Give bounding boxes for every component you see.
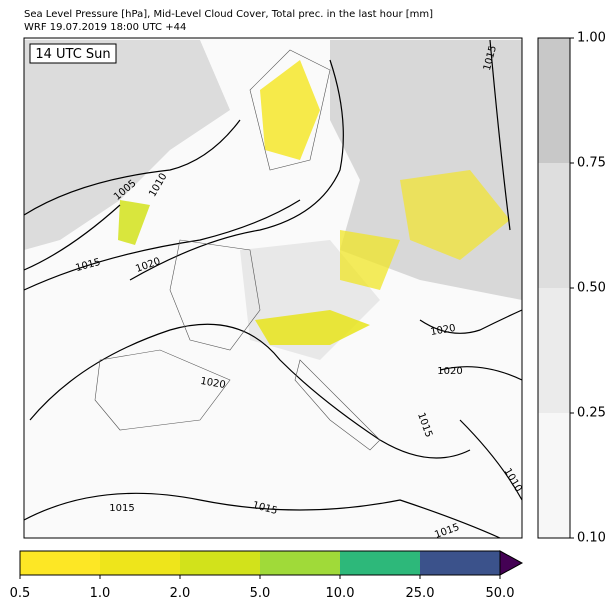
contour-label: 1020 xyxy=(437,366,462,377)
colorbar-segment xyxy=(420,551,500,575)
colorbar-segment xyxy=(538,288,570,413)
colorbar-tick-label: 5.0 xyxy=(250,586,271,601)
isobars xyxy=(23,39,523,539)
precip-area xyxy=(400,170,510,260)
title: Sea Level Pressure [hPa], Mid-Level Clou… xyxy=(24,9,433,20)
precip-area xyxy=(340,230,400,290)
time-label-box xyxy=(29,43,117,64)
colorbar-segment xyxy=(260,551,340,575)
coastlines xyxy=(94,49,381,451)
colorbar-tick-label: 2.0 xyxy=(170,586,191,601)
colorbar-segment xyxy=(538,413,570,538)
contour-label: 1020 xyxy=(430,323,457,338)
colorbar-tick-label: 0.50 xyxy=(577,281,606,296)
precip-colorbar: 0.5 1.0 2.0 5.0 10.0 25.0 50.0 xyxy=(10,550,524,601)
colorbar-segment xyxy=(538,163,570,288)
map-frame xyxy=(23,37,523,539)
cloud-area xyxy=(24,40,230,250)
cloud-colorbar: 0.10 0.25 0.50 0.75 1.00 xyxy=(537,31,606,546)
colorbar-tick-label: 50.0 xyxy=(486,586,515,601)
contour-label: 1015 xyxy=(109,503,134,514)
colorbar-segment xyxy=(340,551,420,575)
contour-label: 1020 xyxy=(199,376,226,391)
colorbar-tick-label: 10.0 xyxy=(326,586,355,601)
colorbar-tick-label: 0.25 xyxy=(577,406,606,421)
colorbar-segment xyxy=(180,551,260,575)
colorbar-segment xyxy=(538,38,570,163)
precip-area xyxy=(118,200,150,245)
time-label: 14 UTC Sun xyxy=(35,47,110,62)
colorbar-tick-label: 1.00 xyxy=(577,31,606,46)
colorbar-segment xyxy=(20,551,100,575)
colorbar-extend xyxy=(499,550,524,576)
colorbar-tick-label: 25.0 xyxy=(406,586,435,601)
colorbar-segment xyxy=(100,551,180,575)
colorbar-tick-label: 0.5 xyxy=(10,586,31,601)
precip-area xyxy=(260,60,320,160)
colorbar-tick-label: 0.75 xyxy=(577,156,606,171)
colorbar-tick-label: 1.0 xyxy=(90,586,111,601)
colorbar-tick-label: 0.10 xyxy=(577,531,606,546)
subtitle: WRF 19.07.2019 18:00 UTC +44 xyxy=(24,22,186,33)
precip-area xyxy=(255,310,370,345)
